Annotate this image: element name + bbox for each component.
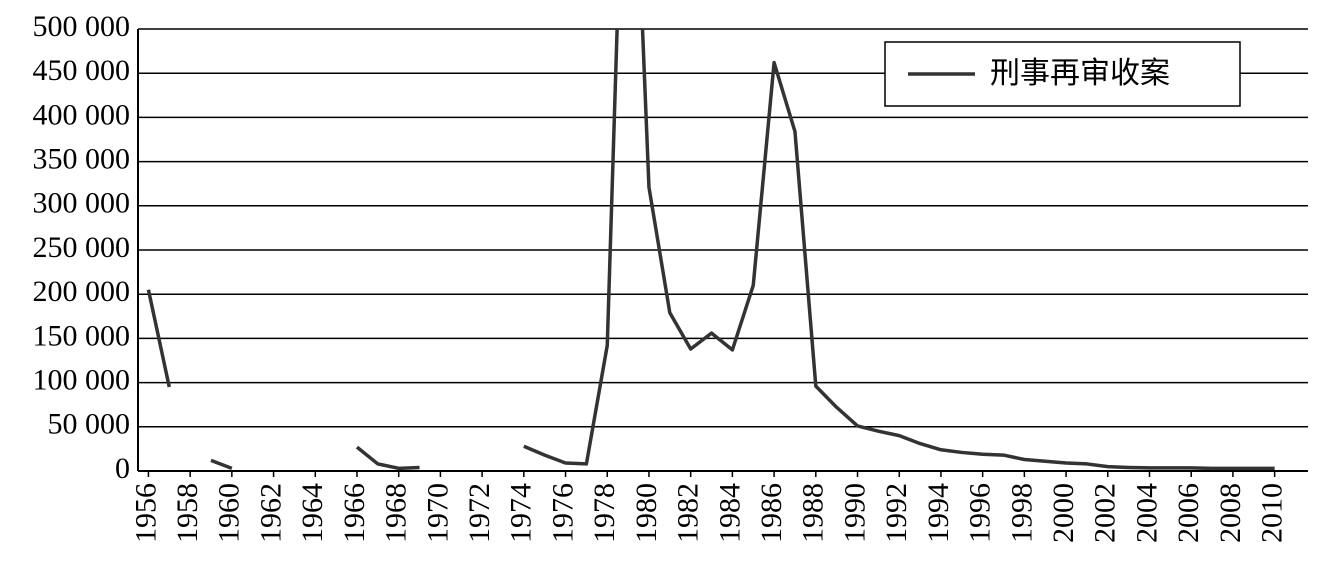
data-line — [146, 29, 1275, 471]
y-tick-label: 500 000 — [33, 10, 131, 43]
x-tick-label: 1988 — [797, 483, 830, 543]
x-tick-label: 1996 — [964, 483, 997, 543]
y-tick-label: 450 000 — [33, 54, 131, 87]
x-tick-label: 1984 — [713, 483, 746, 543]
y-tick-label: 100 000 — [33, 363, 131, 396]
x-tick-label: 1978 — [588, 483, 621, 543]
x-tick-label: 1990 — [838, 483, 871, 543]
x-tick-label: 1968 — [380, 483, 413, 543]
y-tick-label: 300 000 — [33, 187, 131, 220]
x-tick-label: 2010 — [1256, 483, 1289, 543]
legend-label: 刑事再审收案 — [990, 57, 1170, 90]
x-tick-label: 2002 — [1089, 483, 1122, 543]
x-tick-label: 1972 — [463, 483, 496, 543]
x-tick-label: 2008 — [1214, 483, 1247, 543]
x-tick-label: 1956 — [129, 483, 162, 543]
x-tick-label: 1986 — [755, 483, 788, 543]
x-tick-label: 1966 — [338, 483, 371, 543]
x-tick-label: 1974 — [505, 483, 538, 543]
y-tick-label: 250 000 — [33, 231, 131, 264]
x-tick-label: 1992 — [880, 483, 913, 543]
y-tick-label: 50 000 — [48, 408, 131, 441]
x-tick-label: 1982 — [672, 483, 705, 543]
x-tick-label: 1960 — [213, 483, 246, 543]
y-tick-label: 150 000 — [33, 319, 131, 352]
x-tick-label: 1970 — [421, 483, 454, 543]
x-tick-label: 1994 — [922, 483, 955, 543]
x-tick-label: 1976 — [546, 483, 579, 543]
y-tick-label: 350 000 — [33, 142, 131, 175]
y-tick-label: 200 000 — [33, 275, 131, 308]
y-tick-label: 400 000 — [33, 98, 131, 131]
y-tick-label: 0 — [115, 452, 130, 485]
x-tick-label: 2004 — [1130, 483, 1163, 543]
x-tick-label: 1958 — [171, 483, 204, 543]
x-tick-label: 1998 — [1005, 483, 1038, 543]
x-tick-label: 1964 — [296, 483, 329, 543]
x-tick-label: 2000 — [1047, 483, 1080, 543]
x-tick-label: 1980 — [630, 483, 663, 543]
x-tick-label: 1962 — [254, 483, 287, 543]
x-tick-label: 2006 — [1172, 483, 1205, 543]
